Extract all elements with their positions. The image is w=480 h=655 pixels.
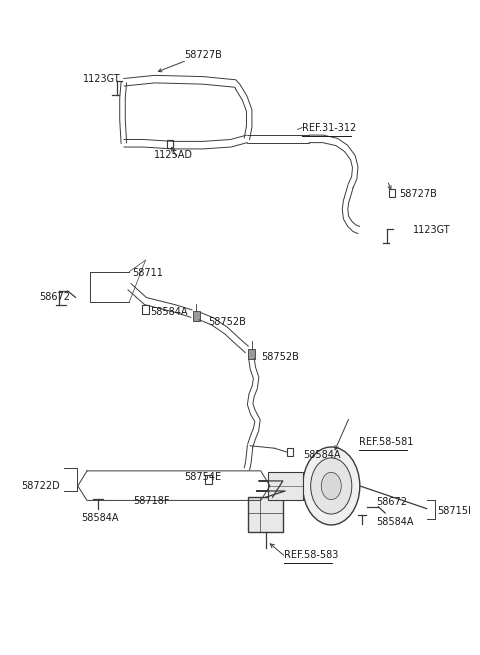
Text: 58727B: 58727B: [184, 50, 222, 60]
Bar: [248, 349, 255, 359]
Circle shape: [303, 447, 360, 525]
Text: 58584A: 58584A: [376, 517, 413, 527]
Bar: [268, 472, 303, 500]
Text: 58584A: 58584A: [81, 513, 118, 523]
Text: 58754E: 58754E: [184, 472, 221, 482]
Circle shape: [321, 472, 341, 500]
Text: REF.31-312: REF.31-312: [302, 122, 357, 132]
Text: 58752B: 58752B: [208, 318, 246, 328]
Text: 58711: 58711: [132, 269, 163, 278]
Text: 58727B: 58727B: [399, 189, 437, 199]
Bar: [192, 311, 200, 321]
Text: 58752B: 58752B: [261, 352, 299, 362]
Text: REF.58-583: REF.58-583: [284, 550, 338, 560]
Text: 58672: 58672: [376, 496, 407, 507]
Text: 1125AD: 1125AD: [154, 150, 192, 160]
Text: 58715I: 58715I: [437, 506, 471, 516]
Text: 58718F: 58718F: [133, 496, 169, 506]
Text: 1123GT: 1123GT: [413, 225, 450, 235]
Text: REF.58-581: REF.58-581: [359, 437, 413, 447]
Bar: [389, 189, 395, 197]
Text: REF.31-312: REF.31-312: [302, 122, 357, 132]
Text: 1123GT: 1123GT: [83, 74, 120, 84]
Bar: [142, 305, 149, 314]
Text: 58584A: 58584A: [303, 449, 341, 460]
Bar: [205, 476, 212, 484]
Circle shape: [311, 458, 352, 514]
Text: REF.58-583: REF.58-583: [284, 550, 338, 560]
Bar: [167, 140, 173, 148]
Bar: [248, 497, 283, 532]
Text: REF.58-581: REF.58-581: [359, 437, 413, 447]
Text: 58722D: 58722D: [22, 481, 60, 491]
Text: 58672: 58672: [39, 292, 70, 303]
Bar: [287, 447, 293, 457]
Bar: [167, 140, 173, 148]
Text: 58584A: 58584A: [150, 307, 188, 317]
